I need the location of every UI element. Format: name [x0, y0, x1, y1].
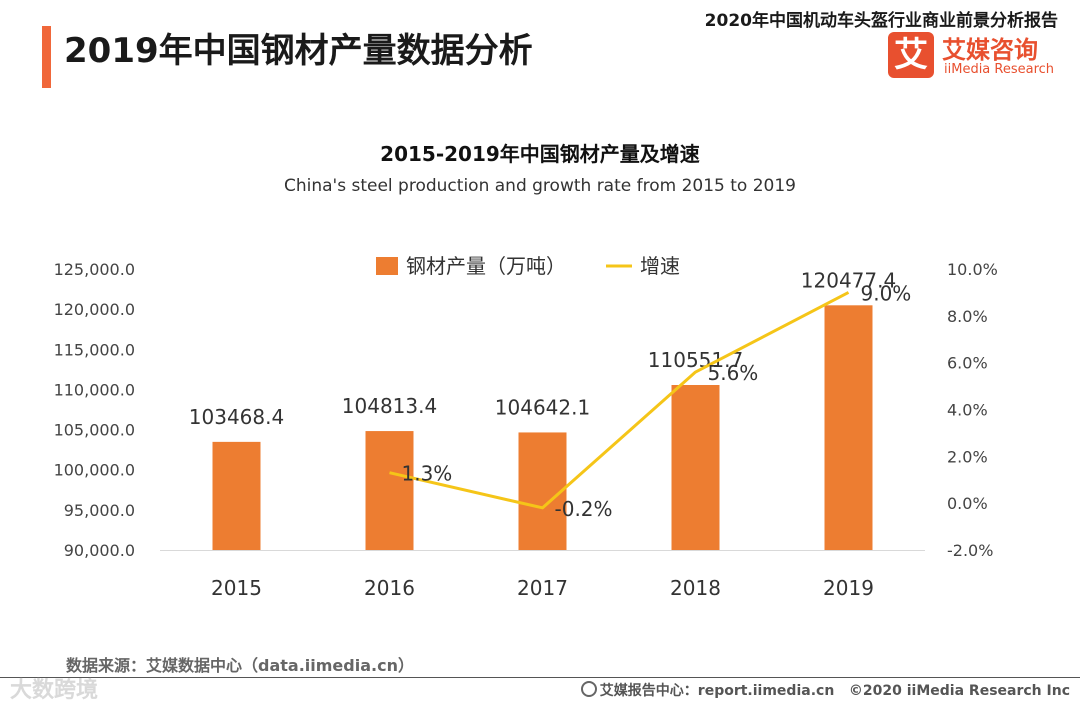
iimedia-logo: 艾 艾媒咨询 iiMedia Research [888, 32, 1058, 80]
bar [671, 384, 720, 550]
y-left-tick-label: 90,000.0 [64, 541, 135, 560]
growth-value-label: 1.3% [402, 462, 453, 486]
y-right-tick-label: 0.0% [947, 494, 988, 513]
y-left-tick-label: 110,000.0 [54, 380, 135, 399]
y-left-tick-label: 105,000.0 [54, 421, 135, 440]
bar [212, 441, 261, 550]
title-accent-bar [42, 26, 51, 88]
bar [518, 432, 567, 550]
report-title: 2020年中国机动车头盔行业商业前景分析报告 [704, 11, 1058, 31]
page-title: 2019年中国钢材产量数据分析 [64, 31, 533, 71]
bar [365, 431, 414, 550]
y-left-tick-label: 100,000.0 [54, 461, 135, 480]
y-right-tick-label: 2.0% [947, 447, 988, 466]
footer-copyright: ©2020 iiMedia Research Inc [848, 683, 1070, 699]
y-right-tick-label: 4.0% [947, 401, 988, 420]
steel-production-chart: 90,000.0 95,000.0 100,000.0 105,000.0 110,00… [54, 254, 998, 600]
logo-mark: 艾 [888, 32, 934, 78]
x-tick-label: 2019 [823, 576, 874, 600]
bar-value-label: 103468.4 [189, 405, 284, 429]
y-left-tick-label: 115,000.0 [54, 340, 135, 359]
y-right-tick-label: -2.0% [947, 541, 993, 560]
y-right-tick-label: 10.0% [947, 260, 998, 279]
y-left-tick-label: 125,000.0 [54, 260, 135, 279]
footer-site[interactable]: 艾媒报告中心：report.iimedia.cn [599, 683, 835, 699]
bar-value-label: 104642.1 [495, 395, 590, 419]
growth-line [389, 291, 850, 510]
bar-value-label: 110551.7 [648, 348, 743, 372]
logo-name: 艾媒咨询 [942, 36, 1038, 64]
y-right-tick-label: 8.0% [947, 307, 988, 326]
watermark: 大数跨境 [10, 678, 99, 703]
footer: 艾媒报告中心：report.iimedia.cn ©2020 iiMedia R… [580, 680, 1070, 700]
x-tick-label: 2015 [211, 576, 262, 600]
bar [824, 305, 873, 550]
y-left-tick-label: 120,000.0 [54, 300, 135, 319]
legend-bar-swatch [376, 257, 398, 275]
legend-bar-label: 钢材产量（万吨） [406, 254, 566, 278]
globe-icon [580, 681, 597, 697]
x-tick-label: 2018 [670, 576, 721, 600]
bar-value-label: 120477.4 [801, 268, 896, 292]
footer-divider [0, 677, 1080, 678]
chart-title: 2015-2019年中国钢材产量及增速 [380, 142, 700, 166]
growth-value-label: 5.6% [708, 361, 759, 385]
bar-value-label: 104813.4 [342, 394, 437, 418]
growth-value-label: 9.0% [861, 281, 912, 305]
logo-subtitle: iiMedia Research [944, 62, 1055, 77]
legend-line-label: 增速 [640, 254, 680, 278]
x-tick-label: 2016 [364, 576, 415, 600]
data-source: 数据来源：艾媒数据中心（data.iimedia.cn） [66, 656, 414, 675]
x-tick-label: 2017 [517, 576, 568, 600]
chart-subtitle: China's steel production and growth rate… [284, 176, 796, 196]
growth-value-label: -0.2% [555, 497, 613, 521]
y-left-tick-label: 95,000.0 [64, 501, 135, 520]
y-right-tick-label: 6.0% [947, 354, 988, 373]
